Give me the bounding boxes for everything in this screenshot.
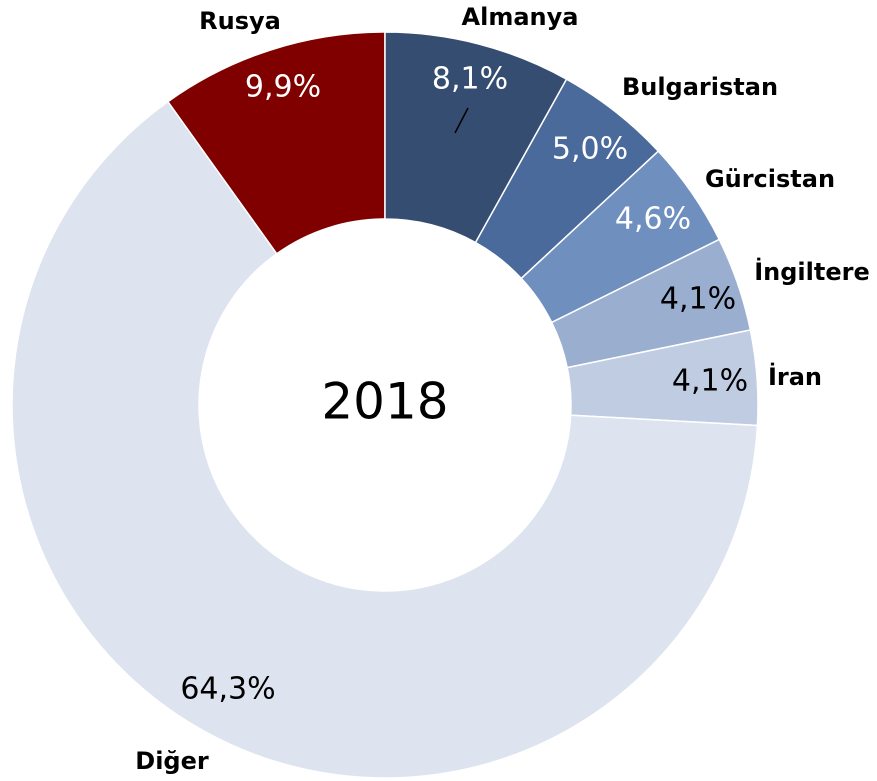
- category-label: Almanya: [462, 3, 579, 31]
- value-label: 64,3%: [180, 672, 275, 707]
- category-label: Rusya: [199, 7, 281, 35]
- leader-line: [454, 107, 469, 134]
- slice: [11, 100, 759, 779]
- slices: [11, 31, 759, 779]
- value-label: 4,1%: [672, 364, 748, 399]
- value-label: 8,1%: [432, 62, 508, 97]
- category-label: Diğer: [135, 747, 209, 775]
- center-label: 2018: [321, 373, 448, 431]
- value-label: 4,1%: [660, 282, 736, 317]
- value-label: 5,0%: [552, 132, 628, 167]
- value-label: 9,9%: [245, 70, 321, 105]
- category-label: Bulgaristan: [622, 73, 778, 101]
- category-label: İngiltere: [754, 257, 870, 286]
- category-label: Gürcistan: [705, 165, 835, 193]
- value-label: 4,6%: [615, 202, 691, 237]
- category-label: İran: [768, 362, 822, 391]
